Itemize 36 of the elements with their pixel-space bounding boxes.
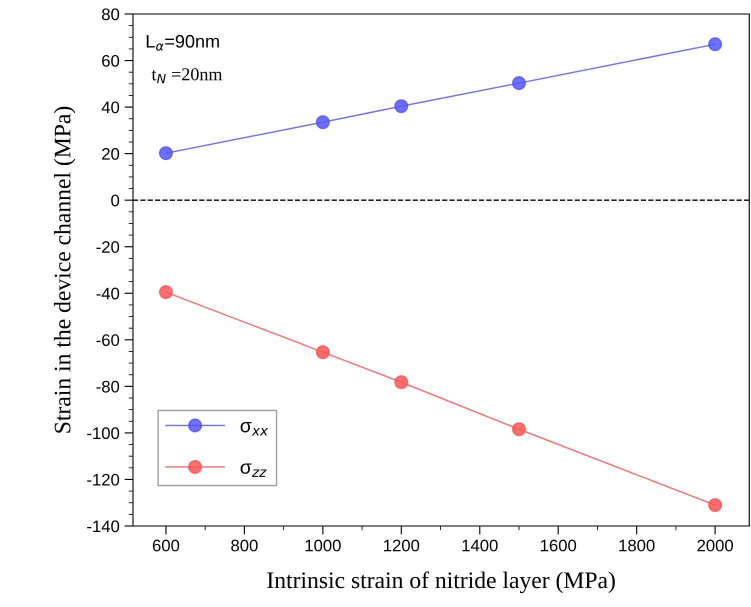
y-tick-label: 60	[102, 54, 120, 67]
point	[708, 37, 722, 52]
x-tick-label: 1400	[462, 540, 498, 552]
point	[512, 422, 526, 436]
y-tick-label: -40	[96, 288, 120, 300]
annotation: t$_{N}$ =20nm	[152, 68, 222, 84]
point	[512, 76, 526, 90]
y-tick-label: 40	[102, 101, 120, 114]
x-tick-label: 1200	[384, 540, 420, 552]
point	[159, 146, 173, 160]
y-tick-label: -140	[87, 520, 120, 532]
x-tick-label: 1800	[619, 540, 655, 552]
x-tick-label: 2000	[697, 540, 734, 552]
x-tick-label: 1600	[540, 540, 576, 552]
x-tick-label: 1000	[306, 540, 341, 552]
y-tick-label: 80	[102, 8, 120, 20]
legend-label: σ$_{zz}$	[240, 463, 267, 477]
x-axis-title: Intrinsic strain of nitride layer (MPa)	[267, 571, 615, 594]
point	[708, 498, 722, 512]
annotation: L$_{α}$=90nm	[146, 34, 219, 51]
y-tick-label: -120	[87, 474, 120, 486]
legend-label: σ$_{xx}$	[240, 422, 268, 436]
x-tick-label: 800	[231, 540, 258, 552]
point	[394, 375, 408, 390]
y-axis-title: Strain in the device channel (MPa)	[54, 106, 76, 433]
x-tick-label: 600	[152, 540, 180, 552]
point	[159, 285, 173, 300]
y-tick-label: -100	[87, 427, 120, 440]
y-tick-label: 20	[102, 148, 120, 160]
point	[394, 99, 408, 114]
y-tick-label: -20	[96, 241, 120, 253]
y-tick-label: 0	[111, 194, 120, 206]
y-tick-label: -80	[96, 380, 120, 393]
point	[316, 115, 330, 130]
point	[316, 345, 330, 360]
y-tick-label: -60	[96, 334, 120, 346]
